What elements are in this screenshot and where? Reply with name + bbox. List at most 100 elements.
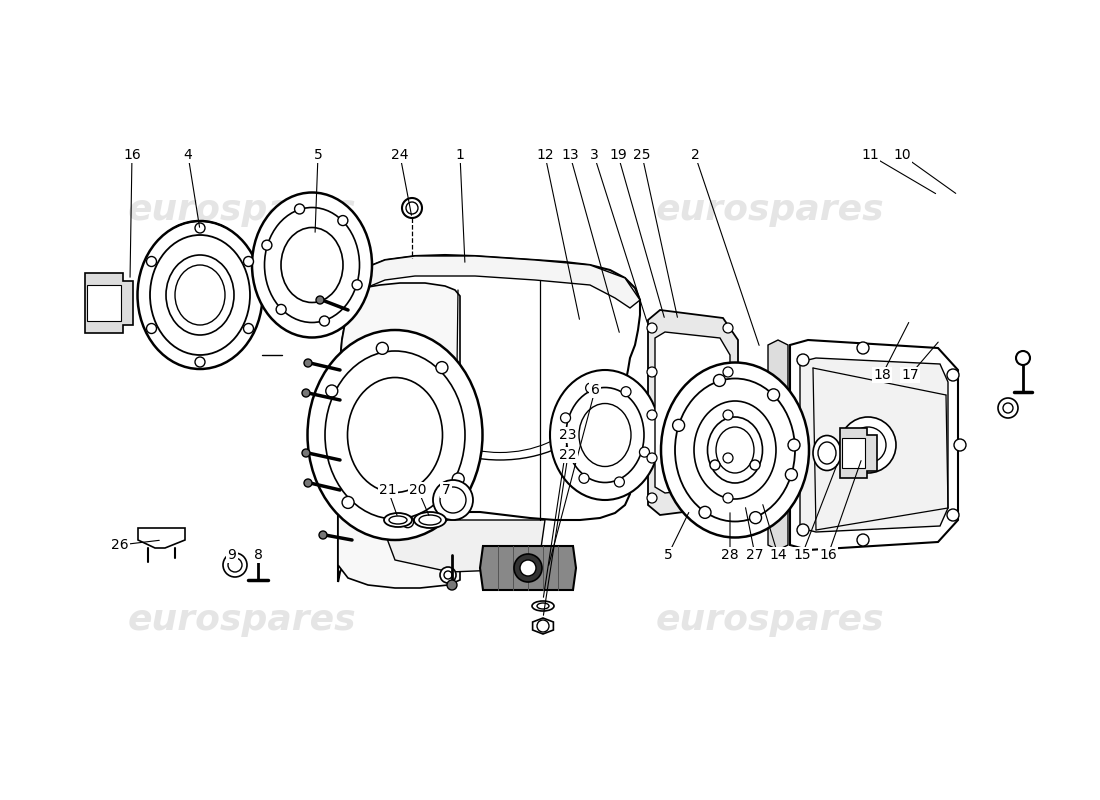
Circle shape	[319, 531, 327, 539]
Text: 8: 8	[254, 548, 263, 562]
Ellipse shape	[384, 513, 412, 527]
Text: 2: 2	[691, 148, 700, 162]
Circle shape	[195, 357, 205, 367]
Circle shape	[436, 362, 448, 374]
Ellipse shape	[419, 515, 441, 525]
Ellipse shape	[566, 387, 644, 482]
Circle shape	[304, 479, 312, 487]
Ellipse shape	[707, 417, 762, 483]
Circle shape	[647, 493, 657, 503]
Text: 24: 24	[392, 148, 409, 162]
Circle shape	[326, 385, 338, 397]
Ellipse shape	[694, 401, 776, 499]
Ellipse shape	[537, 603, 549, 609]
Polygon shape	[532, 618, 553, 634]
Circle shape	[647, 410, 657, 420]
Circle shape	[750, 460, 760, 470]
Polygon shape	[338, 283, 460, 588]
Circle shape	[723, 453, 733, 463]
Ellipse shape	[818, 442, 836, 464]
Circle shape	[698, 506, 711, 518]
Circle shape	[621, 386, 631, 397]
Text: 21: 21	[379, 483, 397, 497]
Text: 11: 11	[861, 148, 879, 162]
Circle shape	[195, 223, 205, 233]
Circle shape	[276, 305, 286, 314]
Circle shape	[768, 389, 780, 401]
Circle shape	[402, 516, 414, 528]
Circle shape	[262, 240, 272, 250]
Ellipse shape	[389, 516, 407, 524]
Polygon shape	[480, 546, 576, 590]
Polygon shape	[654, 332, 730, 493]
Text: 25: 25	[634, 148, 651, 162]
Text: 5: 5	[663, 548, 672, 562]
Text: 20: 20	[409, 483, 427, 497]
Ellipse shape	[150, 235, 250, 355]
Circle shape	[723, 493, 733, 503]
Polygon shape	[85, 273, 133, 333]
Circle shape	[243, 323, 253, 334]
Polygon shape	[842, 438, 865, 468]
Text: 17: 17	[901, 368, 918, 382]
Circle shape	[304, 359, 312, 367]
Text: eurospares: eurospares	[656, 603, 884, 637]
Circle shape	[302, 389, 310, 397]
Circle shape	[444, 571, 452, 579]
Text: 6: 6	[591, 383, 600, 397]
Text: 19: 19	[609, 148, 627, 162]
Text: 5: 5	[314, 148, 322, 162]
Circle shape	[319, 316, 329, 326]
Polygon shape	[338, 255, 640, 582]
Circle shape	[352, 280, 362, 290]
Circle shape	[520, 560, 536, 576]
Circle shape	[440, 487, 466, 513]
Ellipse shape	[550, 370, 660, 500]
Text: 28: 28	[722, 548, 739, 562]
Circle shape	[440, 567, 456, 583]
Circle shape	[585, 383, 595, 393]
Text: 4: 4	[184, 148, 192, 162]
Circle shape	[1016, 351, 1030, 365]
Circle shape	[243, 257, 253, 266]
Circle shape	[146, 323, 156, 334]
Circle shape	[342, 497, 354, 509]
Circle shape	[647, 323, 657, 333]
Text: 16: 16	[123, 148, 141, 162]
Circle shape	[1003, 403, 1013, 413]
Circle shape	[710, 460, 720, 470]
Circle shape	[749, 512, 761, 524]
Circle shape	[840, 417, 896, 473]
Circle shape	[647, 367, 657, 377]
Circle shape	[615, 477, 625, 487]
Polygon shape	[790, 340, 958, 550]
Circle shape	[850, 427, 886, 463]
Ellipse shape	[166, 255, 234, 335]
Polygon shape	[800, 358, 948, 532]
Circle shape	[998, 398, 1018, 418]
Polygon shape	[840, 428, 877, 478]
Circle shape	[785, 469, 798, 481]
Text: 23: 23	[559, 428, 576, 442]
Ellipse shape	[280, 227, 343, 302]
Text: 22: 22	[559, 448, 576, 462]
Ellipse shape	[308, 330, 483, 540]
Circle shape	[537, 620, 549, 632]
Ellipse shape	[348, 378, 442, 493]
Circle shape	[302, 449, 310, 457]
Text: 27: 27	[746, 548, 763, 562]
Text: 26: 26	[111, 538, 129, 552]
Ellipse shape	[252, 193, 372, 338]
Circle shape	[857, 342, 869, 354]
Circle shape	[723, 367, 733, 377]
Ellipse shape	[414, 512, 446, 528]
Circle shape	[406, 202, 418, 214]
Circle shape	[146, 257, 156, 266]
Circle shape	[295, 204, 305, 214]
Circle shape	[514, 554, 542, 582]
Text: 3: 3	[590, 148, 598, 162]
Circle shape	[647, 453, 657, 463]
Polygon shape	[365, 256, 640, 308]
Polygon shape	[768, 340, 788, 550]
Circle shape	[857, 534, 869, 546]
